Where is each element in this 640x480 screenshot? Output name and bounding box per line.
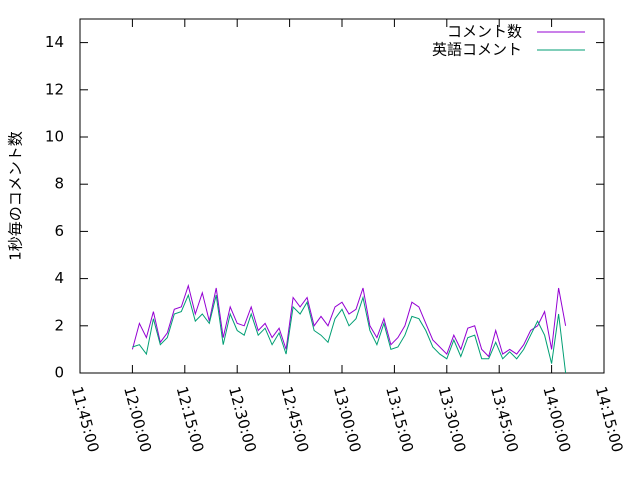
x-tick-label: 13:45:00 xyxy=(487,385,522,455)
x-tick-label: 11:45:00 xyxy=(68,385,103,455)
x-tick-label: 12:15:00 xyxy=(173,385,208,455)
plot-frame xyxy=(79,18,605,374)
y-axis-label: 1秒毎のコメント数 xyxy=(7,131,25,261)
x-tick-label: 14:00:00 xyxy=(539,385,574,455)
x-tick-label: 13:15:00 xyxy=(382,385,417,455)
series-line xyxy=(131,283,567,358)
legend-label: コメント数 xyxy=(447,23,522,41)
y-tick-label: 2 xyxy=(54,316,64,334)
y-tick-label: 14 xyxy=(45,33,64,51)
y-tick-label: 0 xyxy=(54,364,64,382)
y-tick-label: 6 xyxy=(54,222,64,240)
y-tick-label: 10 xyxy=(45,128,64,146)
y-tick-label: 8 xyxy=(54,175,64,193)
legend-label: 英語コメント xyxy=(432,41,522,59)
y-tick-label: 4 xyxy=(54,269,64,287)
x-tick-label: 14:15:00 xyxy=(592,385,627,455)
x-tick-label: 13:30:00 xyxy=(435,385,470,455)
x-tick-label: 12:45:00 xyxy=(277,385,312,455)
series-line xyxy=(132,293,567,374)
y-tick-label: 12 xyxy=(45,80,64,98)
x-tick-label: 12:30:00 xyxy=(225,385,260,455)
x-tick-label: 13:00:00 xyxy=(330,385,365,455)
x-tick-label: 12:00:00 xyxy=(120,385,155,455)
